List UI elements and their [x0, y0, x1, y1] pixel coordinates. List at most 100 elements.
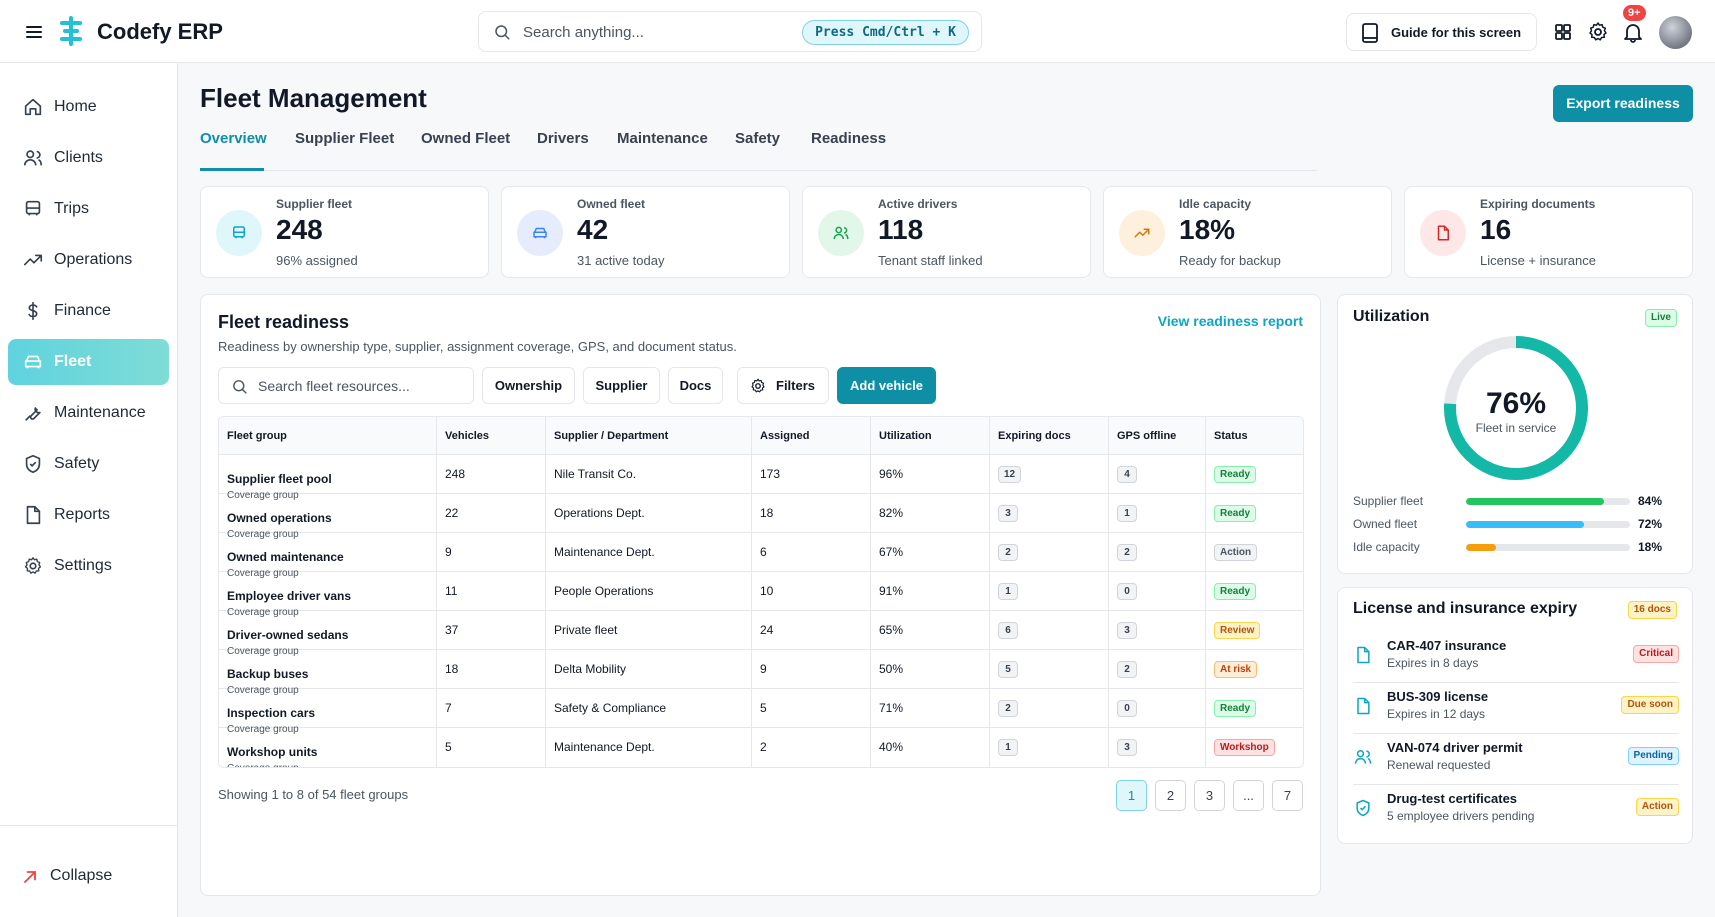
column-header[interactable]: Status	[1206, 417, 1303, 455]
table-row[interactable]: Workshop unitsCoverage group 5 Maintenance…	[219, 728, 1303, 767]
column-divider	[989, 417, 990, 767]
license-item[interactable]: BUS-309 license Expires in 12 days Due s…	[1353, 683, 1679, 734]
bar-fill	[1466, 521, 1585, 528]
page-button-3[interactable]: 3	[1194, 780, 1225, 811]
table-row[interactable]: Supplier fleet pool Coverage group 248 Nile…	[219, 455, 1303, 501]
column-header[interactable]: Vehicles	[437, 417, 546, 455]
table-row[interactable]: Owned maintenance Coverage group 9 Maintena…	[219, 533, 1303, 579]
bar-fill	[1466, 498, 1604, 505]
gear-icon[interactable]	[1586, 20, 1610, 44]
page-button-2[interactable]: 2	[1155, 780, 1186, 811]
export-readiness-button[interactable]: Export readiness	[1553, 85, 1693, 122]
expiring-docs-count: 6	[998, 622, 1018, 639]
logo-icon	[58, 16, 84, 46]
tab-owned-fleet[interactable]: Owned Fleet	[421, 130, 511, 147]
card-subtitle: Readiness by ownership type, supplier, a…	[218, 339, 737, 354]
fleet-group-cell: Driver-owned sedans Coverage group	[219, 611, 437, 657]
license-status-badge: Critical	[1633, 645, 1679, 663]
tab-readiness[interactable]: Readiness	[811, 130, 887, 147]
fleet-group-name: Workshop units	[227, 745, 318, 759]
department-cell: Safety & Compliance	[554, 701, 667, 715]
column-header[interactable]: GPS offline	[1109, 417, 1206, 455]
fleet-group-name: Owned maintenance	[227, 550, 344, 564]
tab-overview[interactable]: Overview	[200, 130, 267, 147]
tab-maintenance[interactable]: Maintenance	[617, 130, 708, 147]
ownership-filter-button[interactable]: Ownership	[482, 367, 575, 404]
stat-value: 18%	[1179, 214, 1236, 245]
column-header[interactable]: Expiring docs	[990, 417, 1109, 455]
add-vehicle-button[interactable]: Add vehicle	[837, 367, 936, 404]
sidebar-item-home[interactable]: Home	[8, 84, 169, 130]
supplier-filter-button[interactable]: Supplier	[583, 367, 660, 404]
tab-drivers[interactable]: Drivers	[537, 130, 589, 147]
license-expiry-card: License and insurance expiry 16 docs CAR…	[1337, 587, 1693, 844]
vehicles-cell: 18	[445, 662, 459, 676]
table-row[interactable]: Driver-owned sedans Coverage group 37 Priva…	[219, 611, 1303, 657]
sidebar-item-finance[interactable]: Finance	[8, 288, 169, 334]
fleet-group-name: Owned operations	[227, 511, 332, 525]
column-header[interactable]: Fleet group	[219, 417, 437, 455]
sidebar-item-safety[interactable]: Safety	[8, 441, 169, 487]
sidebar-item-reports[interactable]: Reports	[8, 492, 169, 538]
license-item[interactable]: Drug-test certificates 5 employee driver…	[1353, 785, 1679, 836]
sidebar-item-settings[interactable]: Settings	[8, 543, 169, 589]
shield-icon	[1353, 798, 1373, 818]
utilization-cell: 40%	[879, 740, 904, 754]
file-icon	[22, 504, 44, 526]
vehicles-cell: 22	[445, 506, 459, 520]
docs-filter-button[interactable]: Docs	[668, 367, 723, 404]
status-badge: At risk	[1214, 661, 1258, 678]
sidebar-item-label: Settings	[54, 557, 112, 574]
sidebar-item-fleet[interactable]: Fleet	[8, 339, 169, 385]
utilization-value: 76%	[1485, 387, 1547, 420]
status-badge: Ready	[1214, 466, 1257, 483]
filters-button[interactable]: Filters	[737, 367, 829, 404]
bar-label: Supplier fleet	[1353, 494, 1424, 508]
stat-icon-circle	[517, 210, 563, 256]
assigned-cell: 173	[760, 467, 781, 481]
table-row[interactable]: Inspection cars Coverage group 7 Safety & C…	[219, 689, 1303, 735]
fleet-search-input[interactable]: Search fleet resources...	[218, 367, 474, 404]
license-item[interactable]: CAR-407 insurance Expires in 8 days Crit…	[1353, 632, 1679, 683]
guide-button[interactable]: Guide for this screen	[1346, 13, 1537, 51]
table-row[interactable]: Backup buses Coverage group 18 Delta Mobili…	[219, 650, 1303, 696]
license-item[interactable]: VAN-074 driver permit Renewal requested …	[1353, 734, 1679, 785]
sidebar-item-operations[interactable]: Operations	[8, 237, 169, 283]
tab-supplier-fleet[interactable]: Supplier Fleet	[295, 130, 395, 147]
page-ellipsis[interactable]: ...	[1233, 780, 1264, 811]
avatar[interactable]	[1659, 16, 1692, 49]
menu-icon[interactable]	[22, 20, 46, 44]
notification-badge: 9+	[1623, 5, 1646, 21]
collapse-label: Collapse	[50, 867, 113, 884]
column-header[interactable]: Supplier / Department	[546, 417, 752, 455]
apps-grid-icon[interactable]	[1551, 20, 1575, 44]
global-search[interactable]: Search anything... Press Cmd/Ctrl + K	[478, 11, 982, 52]
sidebar-item-trips[interactable]: Trips	[8, 186, 169, 232]
tab-safety[interactable]: Safety	[735, 130, 781, 147]
fleet-group-cell: Supplier fleet pool Coverage group	[219, 455, 437, 501]
expiring-docs-count: 2	[998, 544, 1018, 561]
column-divider	[545, 417, 546, 767]
stat-value: 16	[1480, 214, 1512, 245]
sidebar-item-clients[interactable]: Clients	[8, 135, 169, 181]
collapse-button[interactable]: Collapse	[20, 863, 160, 893]
sidebar-item-maintenance[interactable]: Maintenance	[8, 390, 169, 436]
arrow-up-right-icon	[20, 867, 40, 887]
shield-icon	[22, 453, 44, 475]
page-button-1[interactable]: 1	[1116, 780, 1147, 811]
fleet-readiness-card: Fleet readiness Readiness by ownership t…	[200, 294, 1321, 896]
utilization-caption: Fleet in service	[1475, 421, 1557, 435]
active-tab-indicator	[200, 168, 264, 171]
table-row[interactable]: Owned operations Coverage group 22 Operatio…	[219, 494, 1303, 540]
license-name: BUS-309 license	[1387, 689, 1489, 704]
table-row[interactable]: Employee driver vans Coverage group 11 Peop…	[219, 572, 1303, 618]
file-icon	[1353, 645, 1373, 665]
wrench-icon	[22, 402, 44, 424]
bell-icon[interactable]	[1621, 20, 1645, 44]
view-readiness-report-link[interactable]: View readiness report	[1157, 313, 1303, 329]
gear-icon	[22, 555, 44, 577]
bar-label: Owned fleet	[1353, 517, 1418, 531]
column-header[interactable]: Assigned	[752, 417, 871, 455]
column-header[interactable]: Utilization	[871, 417, 990, 455]
page-button-7[interactable]: 7	[1272, 780, 1303, 811]
